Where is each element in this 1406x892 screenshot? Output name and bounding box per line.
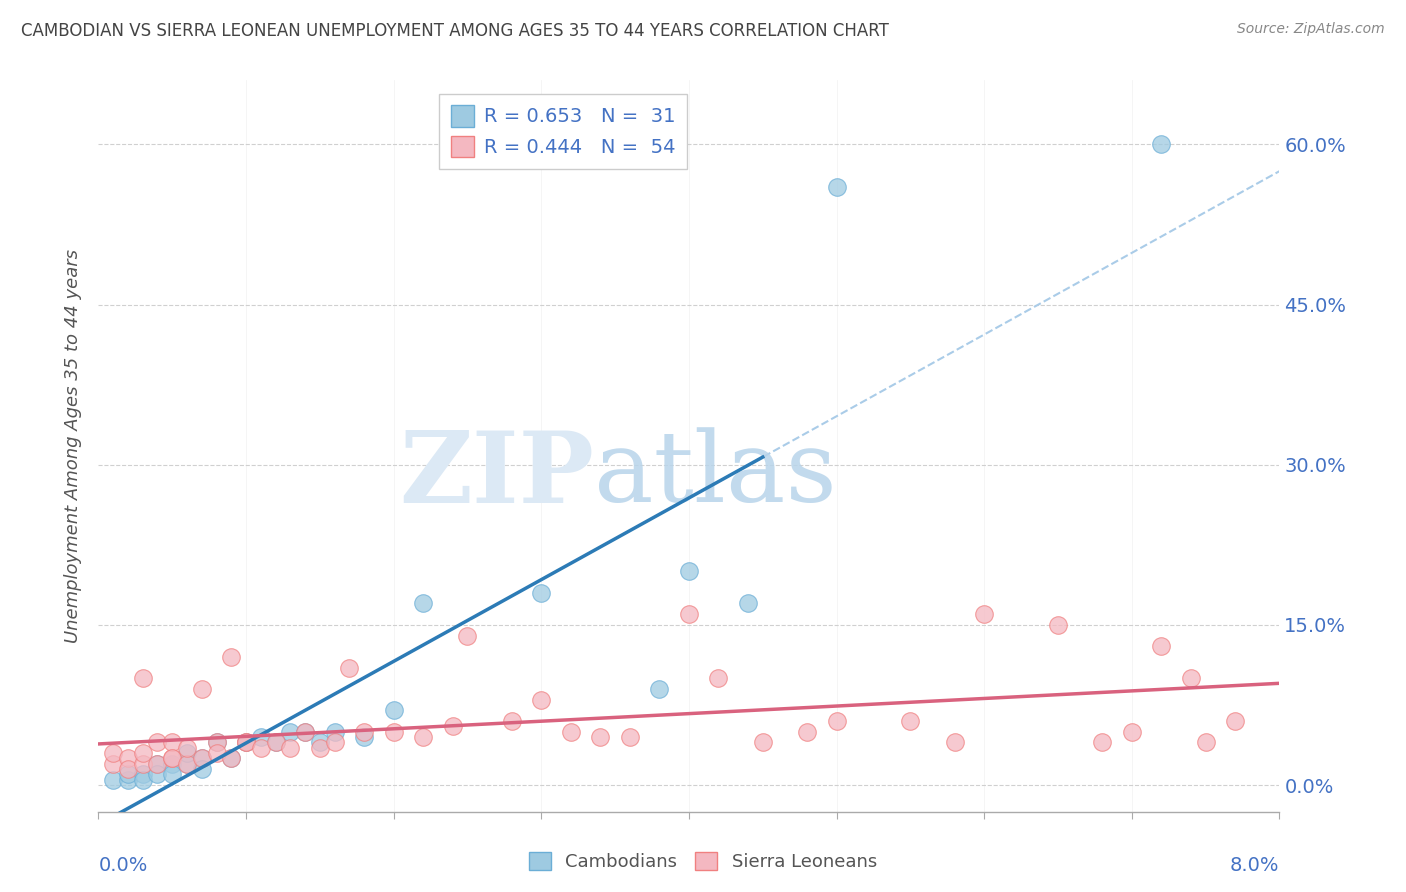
Point <box>382 703 405 717</box>
Point <box>103 746 125 760</box>
Point <box>382 724 405 739</box>
Point <box>323 724 346 739</box>
Point <box>323 735 346 749</box>
Point <box>132 767 155 781</box>
Point <box>250 740 273 755</box>
Point <box>707 671 730 685</box>
Point <box>339 660 361 674</box>
Point <box>235 735 257 749</box>
Point <box>1046 618 1070 632</box>
Point <box>1180 671 1202 685</box>
Point <box>457 628 479 642</box>
Point <box>501 714 523 728</box>
Point <box>103 772 125 787</box>
Point <box>132 756 155 771</box>
Point <box>1091 735 1114 749</box>
Point <box>103 756 125 771</box>
Point <box>205 735 228 749</box>
Text: CAMBODIAN VS SIERRA LEONEAN UNEMPLOYMENT AMONG AGES 35 TO 44 YEARS CORRELATION C: CAMBODIAN VS SIERRA LEONEAN UNEMPLOYMENT… <box>21 22 889 40</box>
Point <box>250 730 273 744</box>
Point <box>280 740 302 755</box>
Point <box>205 735 228 749</box>
Point <box>353 730 375 744</box>
Point <box>221 649 243 664</box>
Point <box>146 756 169 771</box>
Point <box>1195 735 1218 749</box>
Point <box>280 724 302 739</box>
Point <box>132 772 155 787</box>
Point <box>1121 724 1143 739</box>
Point <box>943 735 966 749</box>
Point <box>441 719 464 733</box>
Point <box>796 724 818 739</box>
Point <box>176 740 198 755</box>
Point <box>146 767 169 781</box>
Point <box>589 730 612 744</box>
Text: 0.0%: 0.0% <box>98 855 148 875</box>
Point <box>530 692 553 706</box>
Point <box>191 751 214 765</box>
Point <box>162 735 183 749</box>
Point <box>353 724 375 739</box>
Point <box>205 746 228 760</box>
Point <box>294 724 316 739</box>
Point <box>235 735 257 749</box>
Point <box>162 751 183 765</box>
Point <box>162 756 183 771</box>
Point <box>309 735 332 749</box>
Point <box>132 746 155 760</box>
Point <box>737 597 759 611</box>
Point <box>530 586 553 600</box>
Y-axis label: Unemployment Among Ages 35 to 44 years: Unemployment Among Ages 35 to 44 years <box>63 249 82 643</box>
Point <box>191 751 214 765</box>
Point <box>162 751 183 765</box>
Point <box>648 681 671 696</box>
Legend: R = 0.653   N =  31, R = 0.444   N =  54: R = 0.653 N = 31, R = 0.444 N = 54 <box>439 94 686 169</box>
Point <box>117 767 139 781</box>
Point <box>235 735 257 749</box>
Point <box>264 735 287 749</box>
Point <box>221 751 243 765</box>
Point <box>264 735 287 749</box>
Point <box>176 756 198 771</box>
Point <box>117 772 139 787</box>
Point <box>132 671 155 685</box>
Text: ZIP: ZIP <box>399 426 595 524</box>
Text: Source: ZipAtlas.com: Source: ZipAtlas.com <box>1237 22 1385 37</box>
Point <box>619 730 641 744</box>
Point <box>117 751 139 765</box>
Point <box>191 681 214 696</box>
Point <box>560 724 582 739</box>
Point <box>117 762 139 776</box>
Point <box>176 746 198 760</box>
Point <box>221 751 243 765</box>
Point <box>678 565 700 579</box>
Point <box>162 767 183 781</box>
Point <box>146 756 169 771</box>
Legend: Cambodians, Sierra Leoneans: Cambodians, Sierra Leoneans <box>522 845 884 879</box>
Point <box>146 735 169 749</box>
Point <box>752 735 775 749</box>
Point <box>412 730 434 744</box>
Point <box>1150 137 1173 152</box>
Point <box>678 607 700 622</box>
Point <box>309 740 332 755</box>
Point <box>825 714 848 728</box>
Point <box>825 180 848 194</box>
Point <box>1225 714 1247 728</box>
Text: 8.0%: 8.0% <box>1230 855 1279 875</box>
Point <box>973 607 995 622</box>
Point <box>176 756 198 771</box>
Point <box>412 597 434 611</box>
Point <box>294 724 316 739</box>
Point <box>1150 639 1173 653</box>
Point <box>191 762 214 776</box>
Point <box>900 714 922 728</box>
Text: atlas: atlas <box>595 427 837 523</box>
